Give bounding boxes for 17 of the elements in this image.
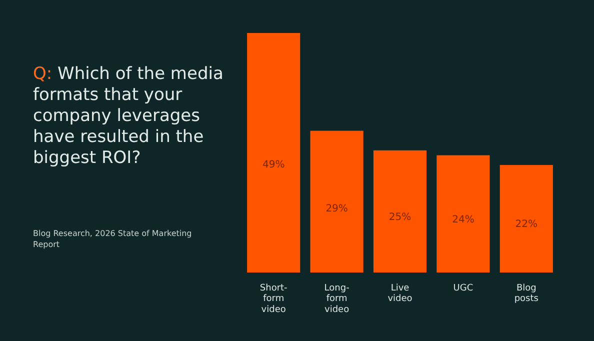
text: Q: Which of the media formats that your company leverages have resulted in the biggest ROI? [33, 64, 224, 169]
x-tick-label: Live video [388, 283, 413, 304]
bar [373, 150, 427, 273]
bar [500, 165, 553, 273]
data-label: 24% [452, 214, 474, 226]
x-tick-label: Blog posts [514, 283, 539, 304]
x-tick-label: Short-form video [260, 283, 288, 315]
data-label: 22% [515, 218, 538, 230]
data-label: 25% [388, 212, 412, 224]
bar [310, 130, 364, 273]
data-label: 29% [326, 203, 348, 214]
text: Blog Research, 2026 State of Marketing Report [33, 228, 193, 250]
data-label: 49% [262, 159, 285, 170]
x-tick-label: UGC [453, 283, 474, 294]
bar [247, 33, 300, 273]
bar [436, 155, 490, 273]
x-tick-label: Long-form video [324, 283, 350, 315]
